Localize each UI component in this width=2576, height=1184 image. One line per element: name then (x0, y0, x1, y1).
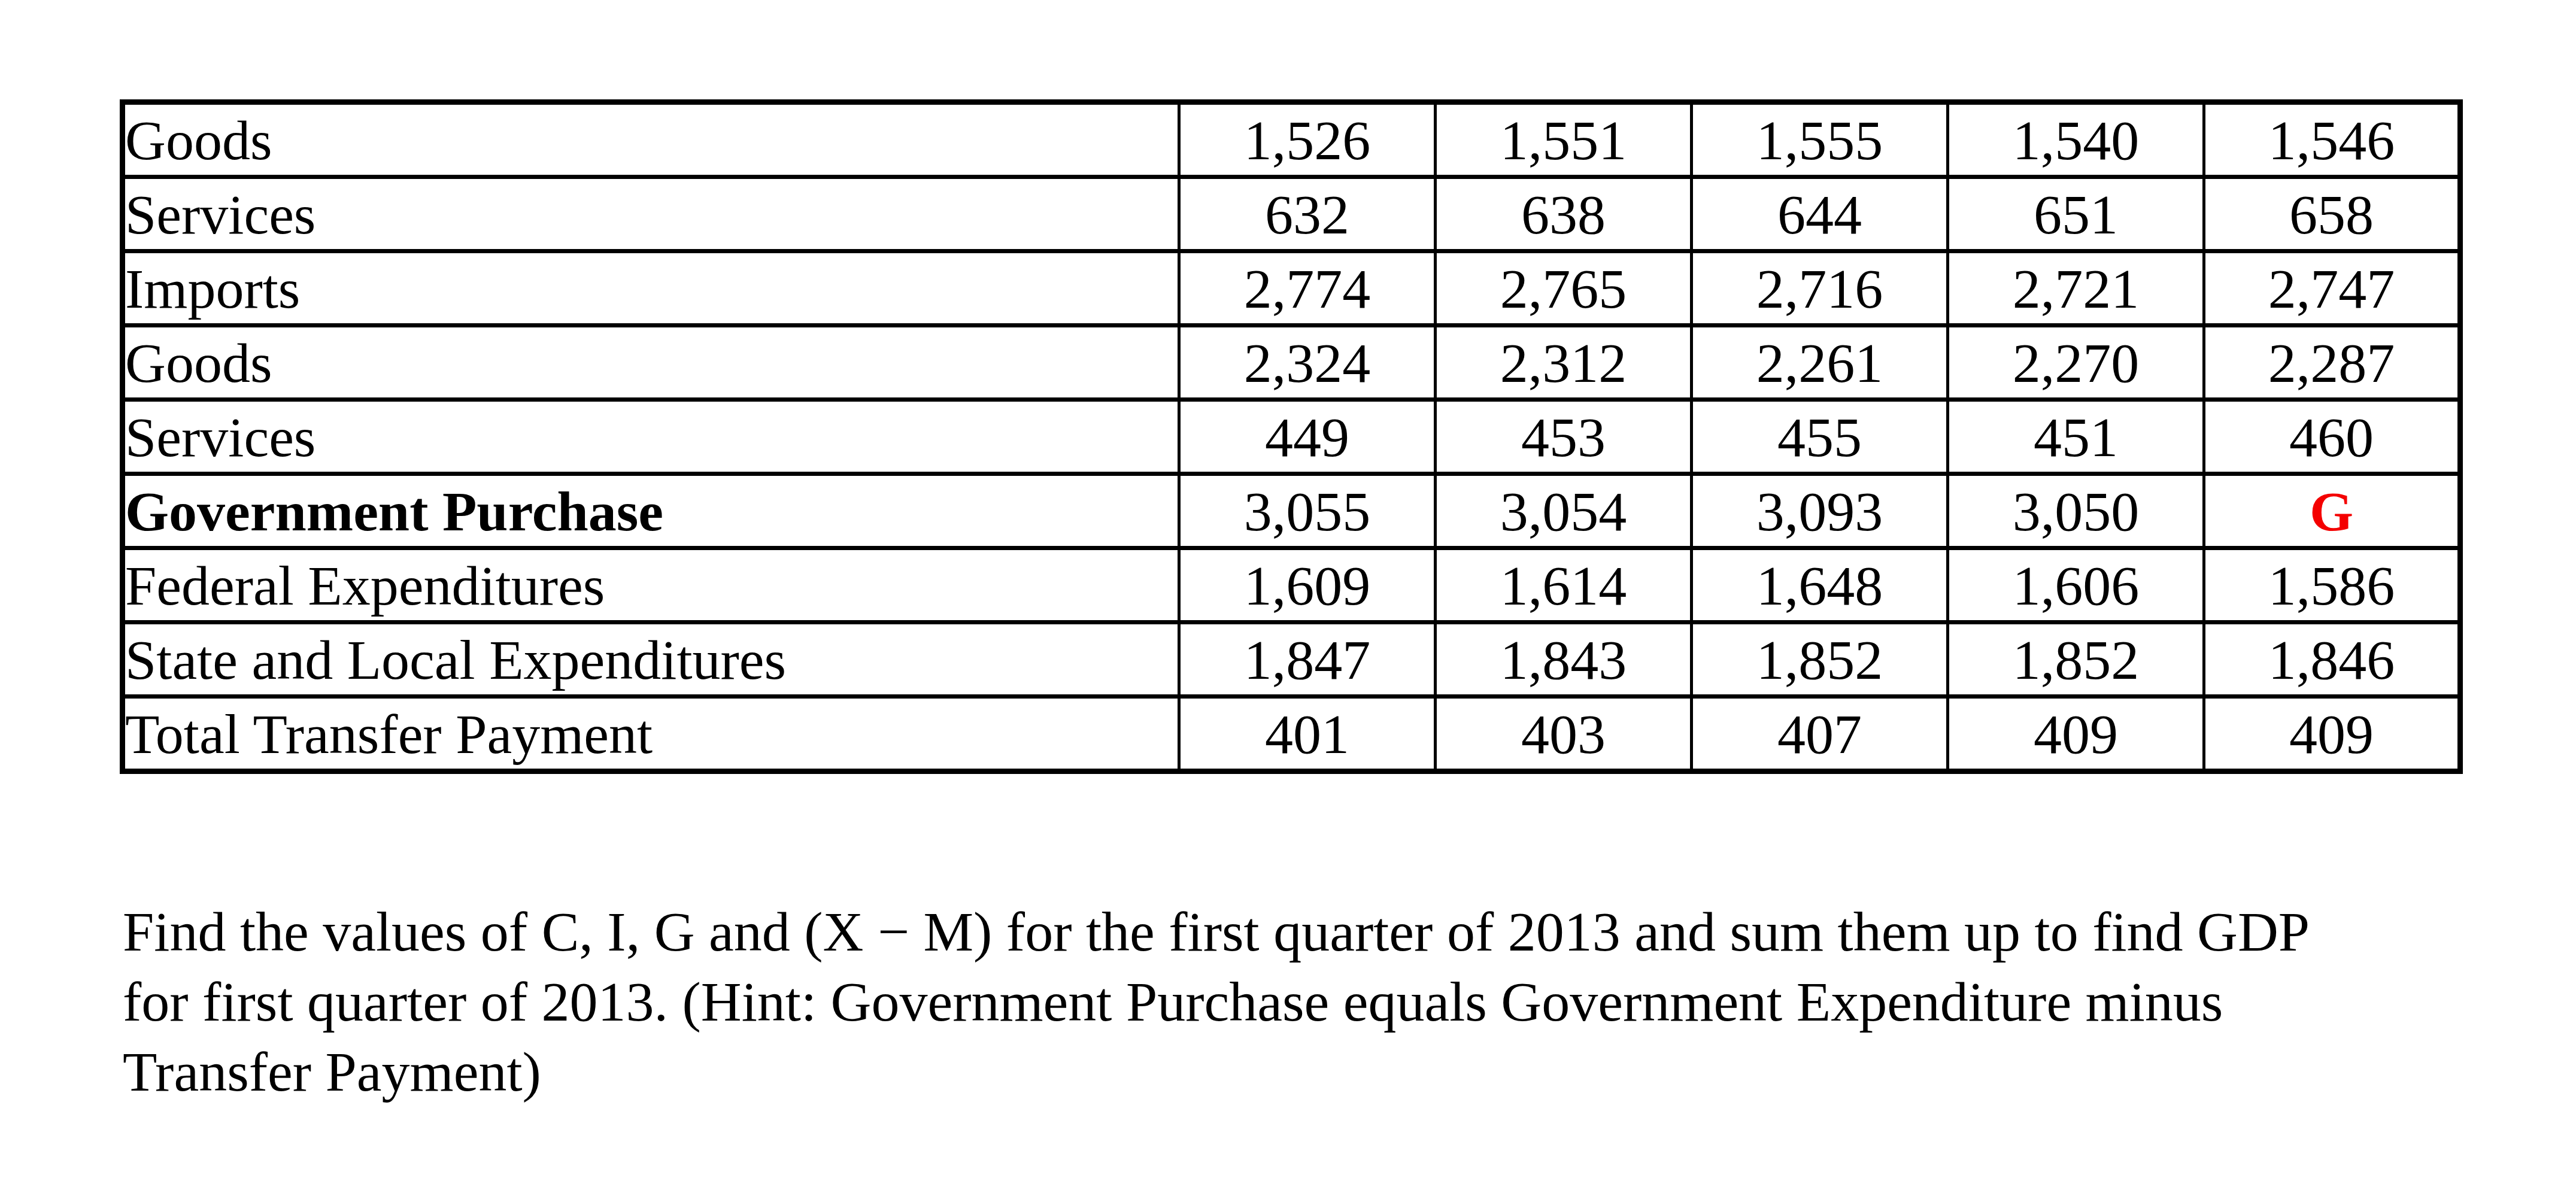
value-cell: 1,546 (2204, 102, 2460, 177)
table-body: Goods1,5261,5511,5551,5401,546Services63… (123, 102, 2460, 772)
value-cell: 2,312 (1436, 326, 1692, 400)
value-cell: 2,716 (1692, 251, 1948, 326)
row-label-cell: State and Local Expenditures (123, 623, 1179, 697)
value-cell: 651 (1948, 177, 2204, 251)
value-cell: 1,555 (1692, 102, 1948, 177)
question-line-1: Find the values of C, I, G and (X − M) f… (123, 897, 2517, 967)
row-label-cell: Total Transfer Payment (123, 697, 1179, 772)
value-cell: 638 (1436, 177, 1692, 251)
value-cell: 451 (1948, 400, 2204, 474)
row-label-cell: Services (123, 177, 1179, 251)
question-line-3: Transfer Payment) (123, 1037, 2517, 1107)
table-row: Goods2,3242,3122,2612,2702,287 (123, 326, 2460, 400)
table-row: Total Transfer Payment401403407409409 (123, 697, 2460, 772)
value-cell: 1,606 (1948, 548, 2204, 623)
value-cell: 2,721 (1948, 251, 2204, 326)
value-cell: 2,774 (1179, 251, 1436, 326)
value-cell: 2,261 (1692, 326, 1948, 400)
table-row: Services632638644651658 (123, 177, 2460, 251)
table-row: Imports2,7742,7652,7162,7212,747 (123, 251, 2460, 326)
table-row: Services449453455451460 (123, 400, 2460, 474)
value-cell: 3,054 (1436, 474, 1692, 548)
table-row: Federal Expenditures1,6091,6141,6481,606… (123, 548, 2460, 623)
value-cell: 3,055 (1179, 474, 1436, 548)
value-cell: 2,287 (2204, 326, 2460, 400)
value-cell: 1,843 (1436, 623, 1692, 697)
value-cell: 1,540 (1948, 102, 2204, 177)
value-cell: 409 (1948, 697, 2204, 772)
row-label-cell: Services (123, 400, 1179, 474)
value-cell: 658 (2204, 177, 2460, 251)
table-row: Government Purchase3,0553,0543,0933,050G (123, 474, 2460, 548)
value-cell: 3,093 (1692, 474, 1948, 548)
value-cell: 1,852 (1692, 623, 1948, 697)
value-cell: 2,324 (1179, 326, 1436, 400)
value-cell: 2,765 (1436, 251, 1692, 326)
value-cell: 453 (1436, 400, 1692, 474)
value-cell: 407 (1692, 697, 1948, 772)
value-cell: 2,747 (2204, 251, 2460, 326)
value-cell: 3,050 (1948, 474, 2204, 548)
value-cell: 449 (1179, 400, 1436, 474)
value-cell: 632 (1179, 177, 1436, 251)
value-cell: 1,847 (1179, 623, 1436, 697)
value-cell: 401 (1179, 697, 1436, 772)
row-label-cell: Government Purchase (123, 474, 1179, 548)
table-row: Goods1,5261,5511,5551,5401,546 (123, 102, 2460, 177)
value-cell: 1,846 (2204, 623, 2460, 697)
value-cell: 1,586 (2204, 548, 2460, 623)
value-cell: 1,609 (1179, 548, 1436, 623)
question-line-2: for first quarter of 2013. (Hint: Govern… (123, 967, 2517, 1037)
question-text: Find the values of C, I, G and (X − M) f… (123, 897, 2517, 1107)
gdp-components-table: Goods1,5261,5511,5551,5401,546Services63… (120, 99, 2463, 774)
value-cell: 2,270 (1948, 326, 2204, 400)
value-cell: 1,526 (1179, 102, 1436, 177)
row-label-cell: Goods (123, 102, 1179, 177)
value-cell: 1,551 (1436, 102, 1692, 177)
table-row: State and Local Expenditures1,8471,8431,… (123, 623, 2460, 697)
value-cell: 1,648 (1692, 548, 1948, 623)
row-label-cell: Imports (123, 251, 1179, 326)
value-cell: 403 (1436, 697, 1692, 772)
value-cell: 1,614 (1436, 548, 1692, 623)
unknown-value-cell: G (2204, 474, 2460, 548)
value-cell: 409 (2204, 697, 2460, 772)
row-label-cell: Goods (123, 326, 1179, 400)
value-cell: 1,852 (1948, 623, 2204, 697)
row-label-cell: Federal Expenditures (123, 548, 1179, 623)
value-cell: 644 (1692, 177, 1948, 251)
value-cell: 455 (1692, 400, 1948, 474)
value-cell: 460 (2204, 400, 2460, 474)
